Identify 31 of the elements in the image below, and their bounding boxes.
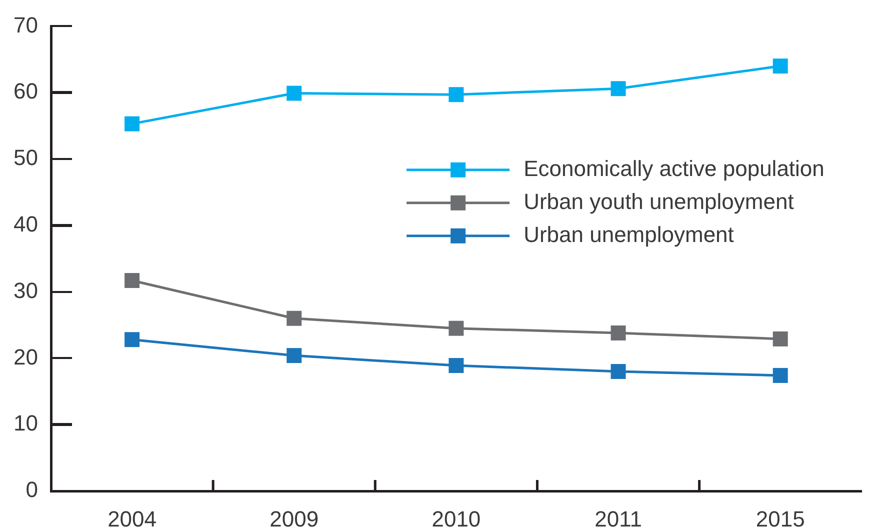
- y-tick-label: 70: [14, 12, 38, 38]
- point: [286, 348, 302, 364]
- x-tick-label: 2004: [108, 506, 157, 530]
- point: [610, 325, 626, 340]
- y-tick-label: 50: [14, 145, 38, 170]
- x-tick-label: 2009: [270, 506, 319, 530]
- legend-label: Urban unemployment: [524, 222, 734, 247]
- point: [448, 358, 464, 373]
- point: [772, 58, 788, 74]
- point: [610, 364, 626, 379]
- point: [286, 86, 302, 101]
- point: [124, 332, 140, 348]
- y-tick-label: 60: [14, 78, 38, 104]
- x-tick-label: 2015: [756, 506, 805, 530]
- point: [124, 273, 140, 288]
- y-tick-label: 40: [14, 211, 38, 236]
- legend-label: Economically active population: [524, 156, 824, 181]
- point: [286, 310, 302, 326]
- y-tick-label: 0: [26, 477, 38, 502]
- point: [772, 368, 788, 383]
- point: [448, 87, 464, 102]
- point: [610, 81, 626, 96]
- legend-label: Urban youth unemployment: [524, 188, 794, 214]
- x-tick-label: 2010: [432, 506, 481, 530]
- y-tick-label: 10: [14, 410, 38, 436]
- point: [448, 320, 464, 336]
- y-tick-label: 20: [14, 344, 38, 370]
- y-tick-label: 30: [14, 278, 38, 303]
- x-tick-label: 2011: [594, 506, 642, 530]
- point: [124, 116, 140, 132]
- point: [772, 331, 788, 346]
